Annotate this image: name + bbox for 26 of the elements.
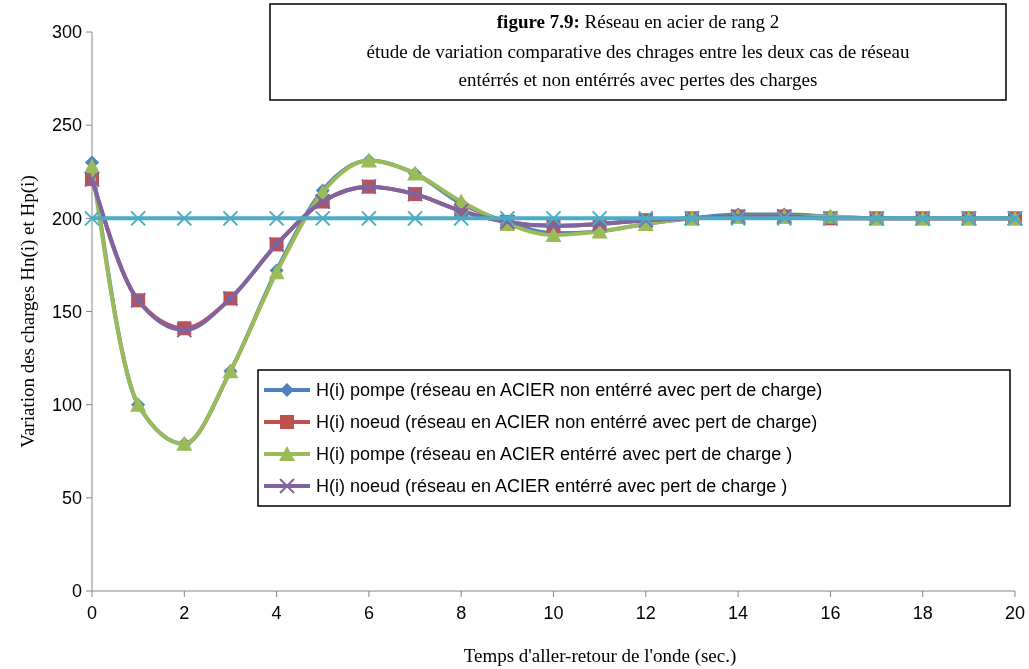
- x-tick-label: 8: [456, 603, 467, 623]
- y-tick-label: 100: [51, 394, 82, 415]
- y-tick-label: 300: [51, 22, 82, 43]
- chart-title: figure 7.9: Réseau en acier de rang 2: [496, 11, 780, 32]
- y-tick-label: 50: [61, 488, 82, 509]
- legend-label: H(i) pompe (réseau en ACIER non entérré avec pert de charge): [316, 380, 823, 401]
- x-tick-label: 0: [86, 603, 98, 623]
- x-tick-label: 18: [912, 603, 933, 623]
- legend-label: H(i) noeud (réseau en ACIER entérré avec pert de charge ): [316, 476, 788, 497]
- x-tick-label: 4: [271, 603, 282, 623]
- x-tick-label: 20: [1004, 603, 1026, 623]
- y-tick-label: 0: [71, 581, 82, 602]
- x-tick-label: 2: [179, 603, 190, 623]
- x-tick-label: 14: [728, 603, 749, 623]
- y-tick-label: 150: [51, 301, 82, 322]
- y-tick-label: 200: [51, 208, 82, 229]
- x-axis-title: Temps d'aller-retour de l'onde (sec.): [463, 645, 737, 667]
- legend-label: H(i) noeud (réseau en ACIER non entérré avec pert de charge): [316, 412, 818, 433]
- x-tick-label: 16: [820, 603, 841, 623]
- x-tick-label: 10: [543, 603, 564, 623]
- legend-label: H(i) pompe (réseau en ACIER entérré avec pert de charge ): [316, 444, 793, 465]
- text: étude de variation comparative des chrages entre les deux cas de réseau entérrés et non entérrés avec pertes des charges: [366, 41, 910, 90]
- y-axis-title: Variation des charges Hn(i) et Hp(i): [17, 175, 39, 448]
- x-tick-label: 6: [363, 603, 374, 623]
- x-tick-label: 12: [635, 603, 656, 623]
- y-tick-label: 250: [51, 115, 82, 136]
